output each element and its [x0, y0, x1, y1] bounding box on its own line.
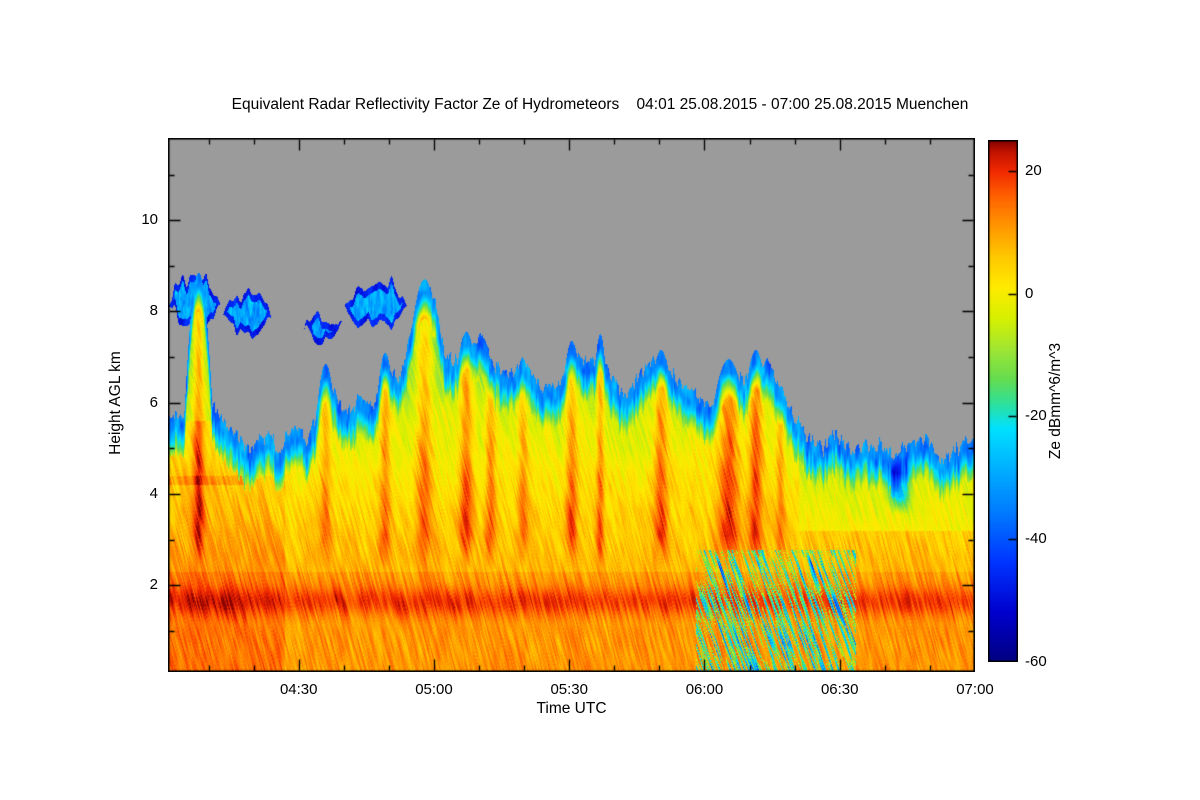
colorbar-label: Ze dBmm^6/m^3 — [1047, 342, 1064, 460]
colorbar-tick-label: -60 — [1025, 653, 1047, 670]
x-axis-label: Time UTC — [536, 700, 607, 717]
colorbar-tick-label: 0 — [1025, 284, 1034, 302]
y-tick-label: 10 — [141, 211, 158, 229]
x-tick-label: 05:00 — [415, 681, 453, 698]
x-tick-label: 04:30 — [279, 681, 318, 698]
y-tick-label: 4 — [149, 485, 158, 502]
y-tick-label: 2 — [149, 576, 158, 594]
x-tick-label: 05:30 — [550, 681, 588, 698]
colorbar-tick-label: -40 — [1025, 530, 1047, 548]
colorbar-tick-label: 20 — [1025, 161, 1042, 179]
y-tick-label: 6 — [149, 393, 158, 411]
colorbar-canvas — [988, 140, 1018, 662]
x-tick-label: 06:00 — [685, 681, 724, 698]
heatmap-canvas — [168, 138, 975, 672]
y-tick-label: 8 — [149, 302, 158, 320]
x-tick-label: 06:30 — [820, 681, 859, 698]
chart-title: Equivalent Radar Reflectivity Factor Ze … — [231, 96, 969, 113]
colorbar-tick-label: -20 — [1025, 407, 1047, 425]
x-tick-label: 07:00 — [956, 681, 994, 698]
